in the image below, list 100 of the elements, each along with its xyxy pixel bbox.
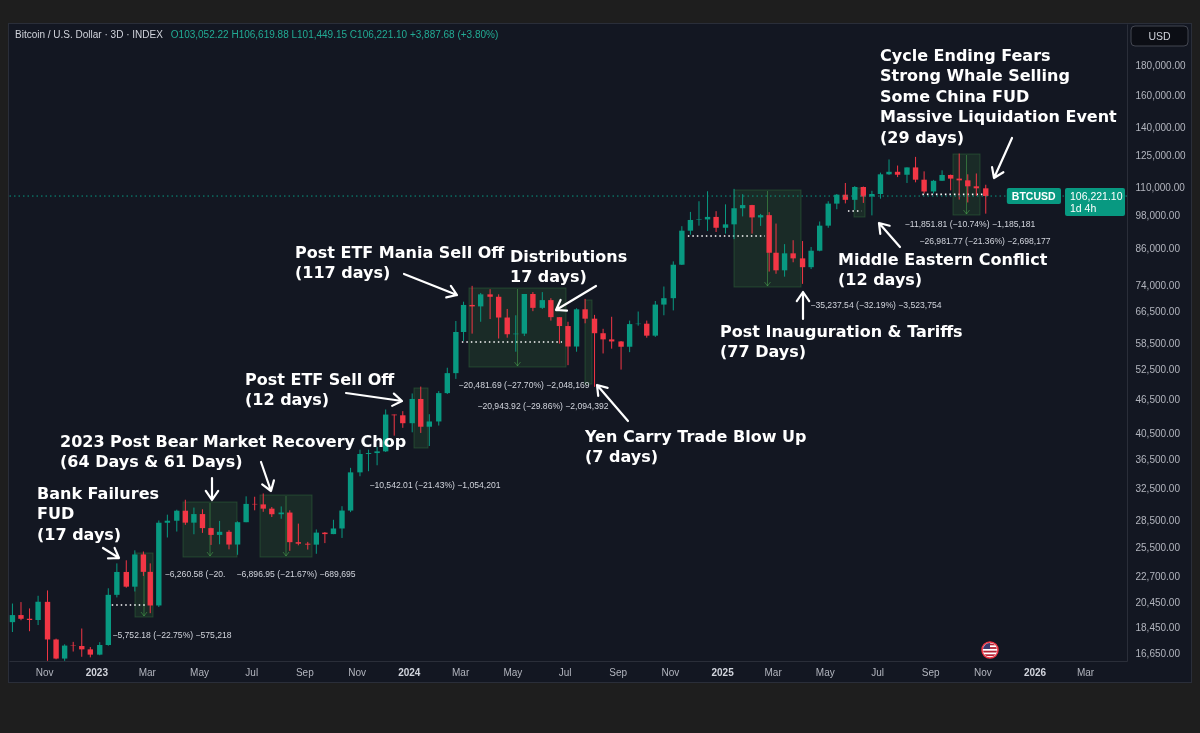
x-tick-label: May — [190, 666, 209, 678]
candlestick — [773, 223, 779, 275]
candlestick — [749, 204, 755, 235]
y-tick-label: 58,500.00 — [1135, 337, 1181, 349]
annotation: Bank Failures FUD (17 days) — [37, 483, 160, 544]
candlestick — [983, 184, 989, 215]
candlestick — [487, 288, 493, 320]
annotation: −35,237.54 (−32.19%) −3,523,754 — [810, 300, 942, 310]
annotation: Post ETF Mania Sell Off (117 days) — [295, 242, 506, 282]
y-tick-label: 40,500.00 — [1135, 428, 1181, 440]
candlestick — [260, 492, 266, 513]
ref-line-label: 106,221.10 — [1070, 190, 1123, 203]
annotation: −11,851.81 (−10.74%) −1,185,181 — [904, 219, 1036, 229]
candlestick — [825, 200, 831, 229]
annotation: Middle Eastern Conflict (12 days) — [838, 249, 1048, 289]
candlestick — [921, 170, 927, 195]
candlestick — [199, 508, 206, 534]
y-tick-label: 52,500.00 — [1135, 364, 1181, 376]
y-tick-label: 20,450.00 — [1135, 596, 1181, 608]
x-tick-label: Nov — [973, 666, 992, 678]
candlestick — [495, 293, 502, 340]
x-tick-label: 2023 — [85, 666, 109, 678]
candlestick — [114, 562, 120, 598]
candlestick — [808, 246, 814, 270]
x-tick-label: Sep — [295, 666, 315, 678]
candlestick — [687, 211, 694, 236]
annotation: −5,752.18 (−22.75%) −575,218 — [112, 630, 232, 640]
y-tick-label: 16,650.00 — [1135, 647, 1181, 659]
chart-title: Bitcoin / U.S. Dollar · 3D · INDEX — [15, 29, 163, 40]
candlestick — [618, 340, 624, 371]
x-tick-label: Jul — [871, 666, 884, 678]
candlestick — [912, 156, 919, 183]
candlestick — [799, 240, 806, 285]
annotation: BTCUSD — [1011, 190, 1056, 203]
candlestick — [722, 203, 729, 235]
annotation: −6,896.95 (−21.67%) −689,695 — [236, 569, 356, 579]
candlestick — [582, 298, 588, 324]
chart-subtitle: O103,052.22 H106,619.88 L101,449.15 C106,221.10 +3,887.68 (+3.80%) — [170, 29, 499, 40]
candlestick — [243, 495, 249, 523]
candlestick — [191, 507, 197, 535]
candlestick — [790, 239, 796, 263]
candlestick — [164, 514, 171, 538]
candlestick — [313, 528, 320, 555]
annotation: Distributions 17 days) — [510, 246, 628, 286]
x-tick-label: Sep — [609, 666, 628, 678]
x-tick-label: Nov — [35, 666, 54, 678]
candlestick — [295, 523, 302, 546]
x-tick-label: Mar — [452, 666, 470, 678]
x-tick-label: Jul — [558, 666, 572, 678]
y-tick-label: 28,500.00 — [1135, 514, 1181, 526]
x-tick-label: Mar — [138, 666, 157, 678]
candlestick — [781, 243, 788, 278]
candlestick — [226, 529, 232, 550]
candlestick — [608, 316, 615, 350]
candlestick — [426, 413, 433, 447]
y-tick-label: 46,500.00 — [1135, 394, 1181, 406]
y-tick-label: 66,500.00 — [1135, 306, 1181, 318]
x-tick-label: Nov — [661, 666, 680, 678]
y-axis-title: USD — [1148, 29, 1171, 42]
candlestick — [35, 595, 41, 626]
x-tick-label: 2024 — [398, 666, 421, 678]
candlestick — [548, 297, 554, 322]
candlestick — [444, 367, 450, 395]
candlestick — [234, 520, 241, 556]
annotation: Yen Carry Trade Blow Up (7 days) — [584, 426, 807, 466]
candlestick — [357, 449, 363, 477]
y-tick-label: 86,000.00 — [1135, 242, 1181, 254]
annotation: 1d 4h — [1070, 202, 1097, 215]
y-tick-label: 32,500.00 — [1135, 482, 1181, 494]
candlestick — [600, 328, 606, 354]
y-tick-label: 25,500.00 — [1135, 542, 1181, 554]
y-tick-label: 110,000.00 — [1135, 181, 1186, 193]
x-tick-label: 2025 — [711, 666, 735, 678]
y-tick-label: 180,000.00 — [1135, 60, 1186, 72]
candlestick — [123, 559, 129, 589]
candlestick — [365, 449, 372, 472]
candlestick — [904, 166, 910, 184]
x-tick-label: Mar — [764, 666, 783, 678]
x-tick-label: May — [815, 666, 835, 678]
candlestick — [530, 291, 536, 312]
candlestick — [18, 601, 24, 621]
annotation: −26,981.77 (−21.36%) −2,698,177 — [919, 236, 1051, 246]
candlestick — [939, 169, 945, 182]
y-tick-label: 74,000.00 — [1135, 279, 1181, 291]
y-tick-label: 22,700.00 — [1135, 571, 1181, 583]
candlestick — [477, 292, 484, 323]
annotation: Cycle Ending Fears Strong Whale Selling Some China FUD Massive Liquidation Event (29 days) — [880, 45, 1118, 147]
candlestick — [626, 320, 633, 353]
candlestick — [973, 172, 980, 197]
annotation: −6,260.58 (−20. — [164, 569, 226, 579]
x-tick-label: Sep — [921, 666, 940, 678]
candlestick — [556, 316, 563, 345]
y-tick-label: 160,000.00 — [1135, 89, 1186, 101]
candlestick — [661, 286, 667, 316]
x-tick-label: Jul — [245, 666, 259, 678]
candlestick — [713, 210, 719, 233]
annotation: −20,943.92 (−29.86%) −2,094,392 — [477, 401, 609, 411]
y-tick-label: 36,500.00 — [1135, 453, 1181, 465]
y-tick-label: 140,000.00 — [1135, 122, 1186, 134]
y-tick-label: 18,450.00 — [1135, 622, 1181, 634]
